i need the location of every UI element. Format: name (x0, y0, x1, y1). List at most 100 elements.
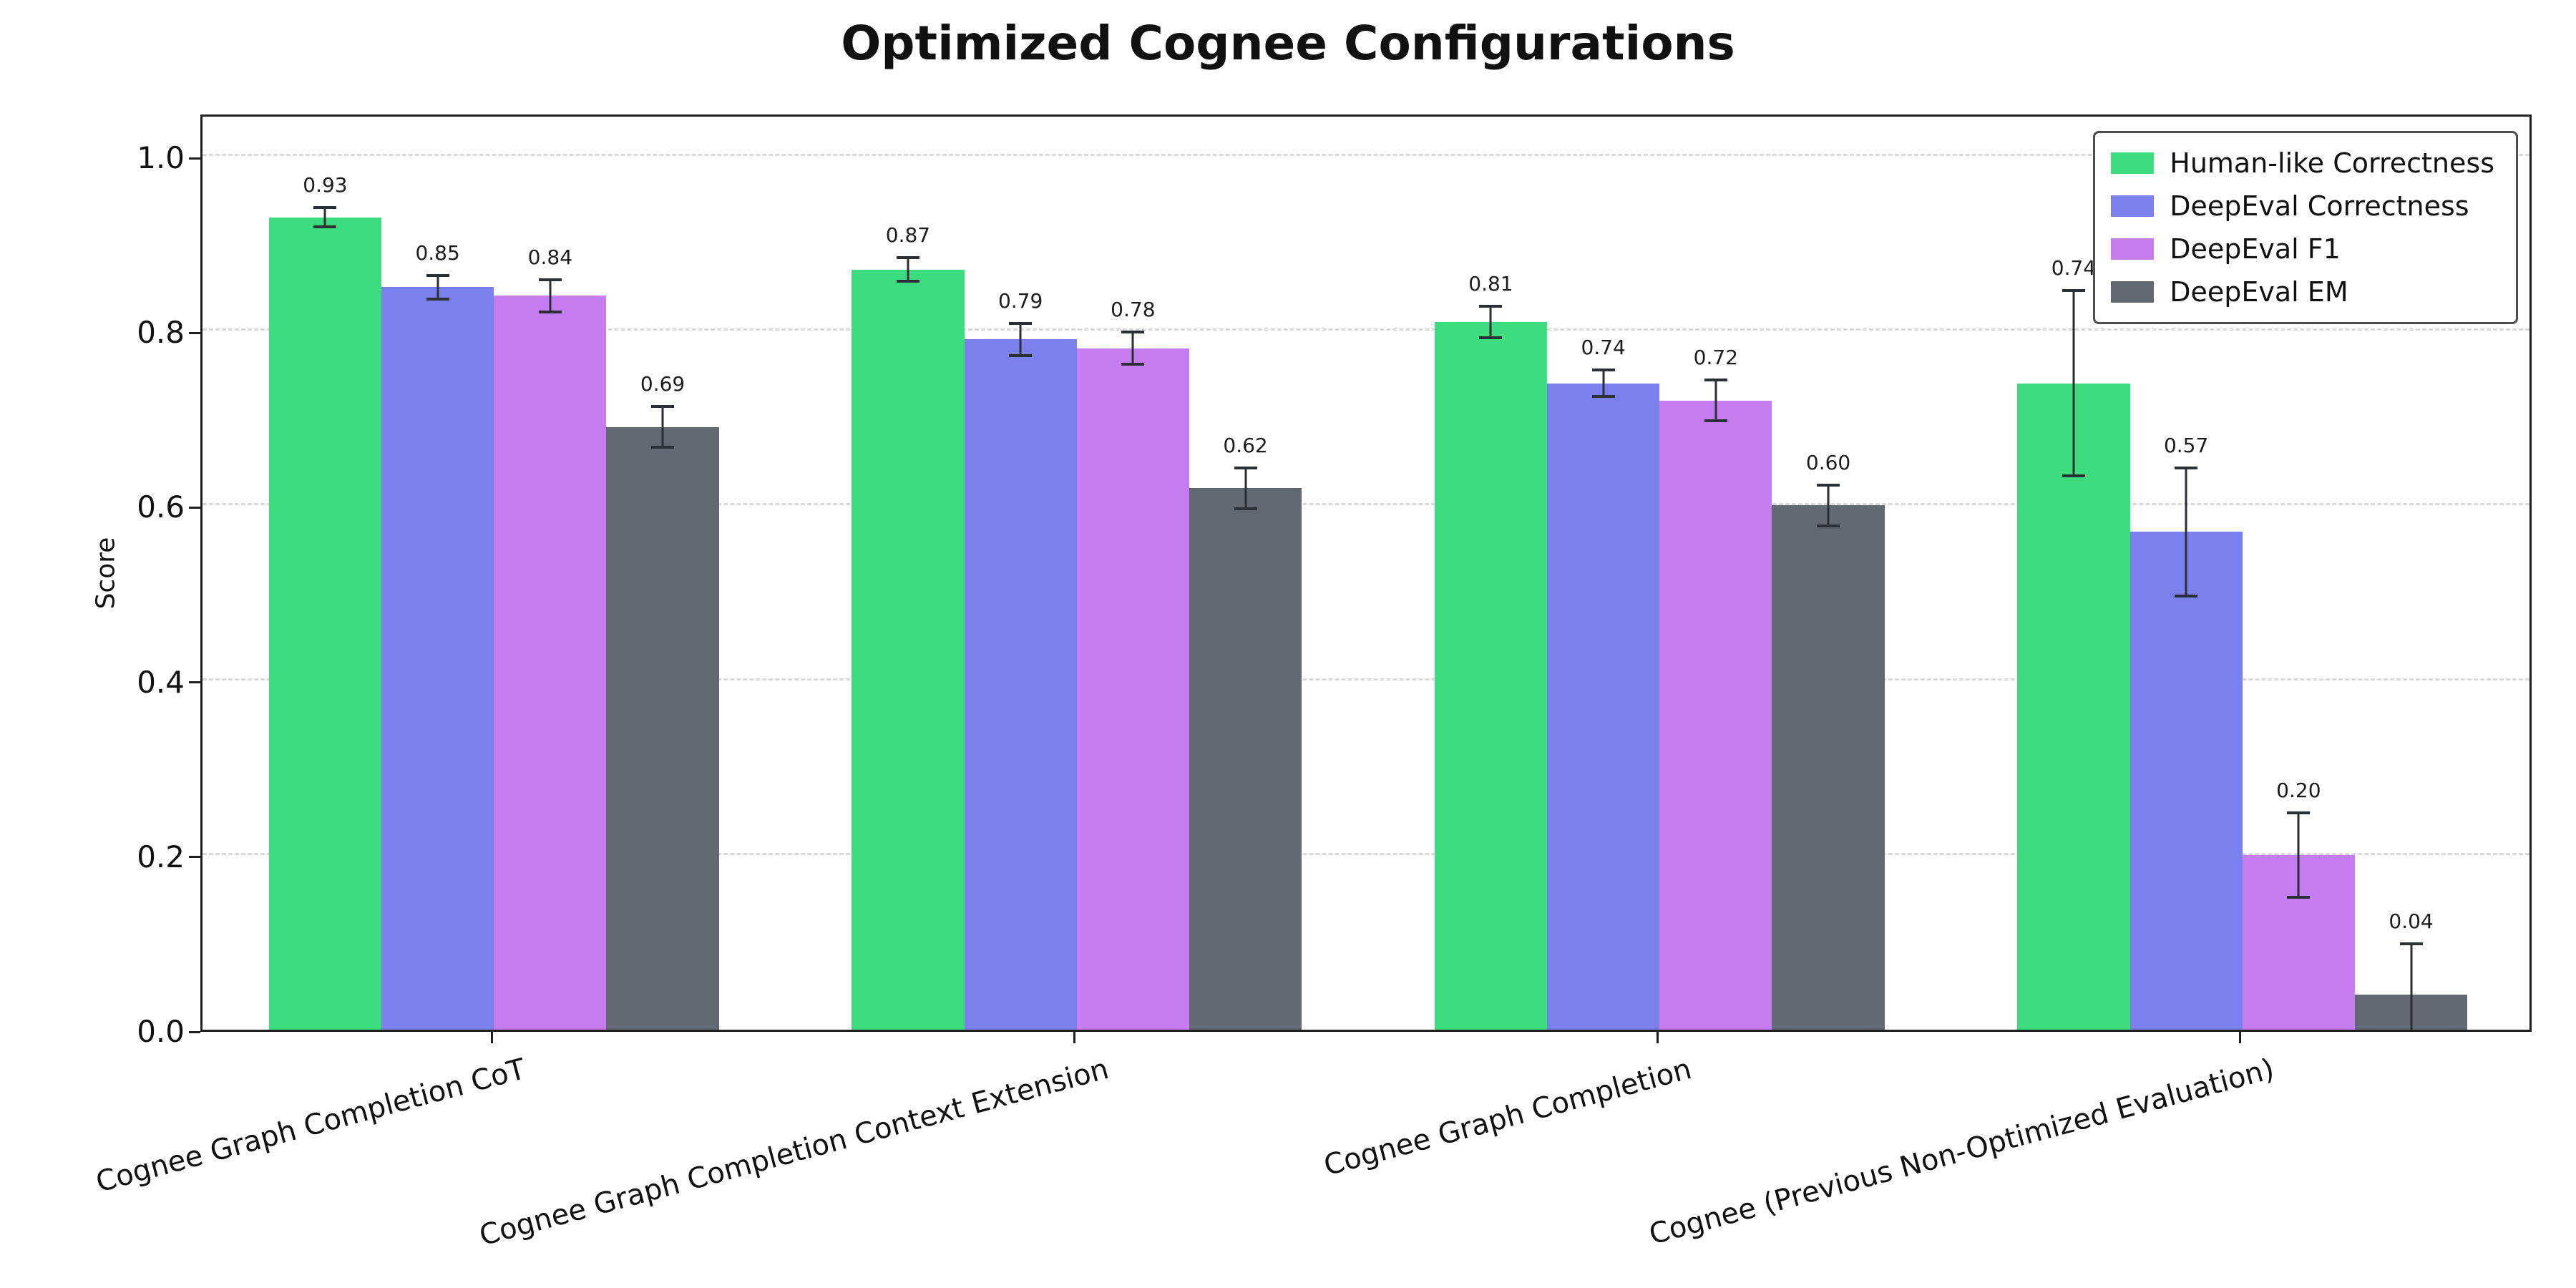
y-tick-mark (189, 506, 200, 509)
legend-item: Human-like Correctness (2111, 146, 2494, 180)
error-bar-cap-top (651, 405, 675, 409)
error-bar-cap-bottom (896, 280, 919, 283)
plot-inner: 0.93 0.85 0.84 0.69 0.87 0.79 0.78 0.62 0.81 0.74… (203, 117, 2529, 1030)
bar (2129, 532, 2243, 1030)
error-bar-cap-bottom (1591, 395, 1615, 399)
y-tick-mark (189, 856, 200, 859)
error-bar (1121, 331, 1145, 366)
bar (1547, 383, 1660, 1030)
error-bar-cap-bottom (313, 225, 337, 229)
x-tick-mark (2239, 1032, 2242, 1043)
error-bar-cap-top (1479, 304, 1503, 308)
error-bar-line (1019, 322, 1022, 357)
bar (606, 426, 719, 1030)
error-bar (1591, 368, 1615, 399)
error-bar (1009, 322, 1033, 357)
bar-value-label: 0.69 (640, 372, 686, 396)
error-bar-cap-top (2287, 811, 2311, 814)
error-bar-cap-bottom (1817, 524, 1840, 527)
gridline (203, 503, 2529, 506)
error-bar-line (661, 405, 664, 449)
bar (1772, 505, 1885, 1030)
error-bar-cap-top (1009, 322, 1033, 326)
error-bar-cap-top (313, 205, 337, 209)
bar-value-label: 0.84 (527, 245, 573, 269)
error-bar (1704, 379, 1727, 423)
y-axis-tick-label: 0.6 (137, 489, 185, 525)
error-bar (1234, 466, 1257, 510)
error-bar (426, 273, 449, 301)
bar (1189, 488, 1302, 1030)
legend: Human-like Correctness DeepEval Correctne… (2093, 131, 2518, 324)
error-bar-line (2072, 288, 2075, 478)
x-axis-tick-label: Cognee Graph Completion Context Extensio… (475, 1052, 1112, 1253)
gridline (203, 678, 2529, 680)
error-bar-line (2297, 811, 2300, 899)
error-bar (313, 205, 337, 229)
error-bar-cap-bottom (1234, 507, 1257, 510)
legend-label: Human-like Correctness (2170, 147, 2494, 179)
bar-value-label: 0.74 (2051, 255, 2097, 280)
plot-area: 0.93 0.85 0.84 0.69 0.87 0.79 0.78 0.62 0.81 0.74… (200, 114, 2532, 1032)
error-bar (2287, 811, 2311, 899)
y-tick-mark (189, 1030, 200, 1033)
legend-label: DeepEval Correctness (2170, 190, 2469, 222)
error-bar-line (549, 278, 552, 313)
bar-value-label: 0.62 (1223, 433, 1268, 457)
error-bar-cap-top (1591, 368, 1615, 371)
error-bar (538, 278, 562, 313)
gridline (203, 328, 2529, 331)
error-bar-cap-top (2175, 466, 2198, 469)
error-bar-cap-bottom (426, 297, 449, 301)
error-bar-cap-top (2062, 288, 2085, 292)
error-bar-cap-bottom (2175, 594, 2198, 597)
legend-item: DeepEval F1 (2111, 232, 2494, 266)
x-axis-tick-label: Cognee Graph Completion (1319, 1052, 1695, 1183)
error-bar-cap-top (1704, 379, 1727, 382)
x-axis-tick-label: Cognee Graph Completion CoT (92, 1052, 530, 1199)
y-axis-tick-label: 1.0 (137, 140, 185, 176)
y-axis-label: Score (91, 537, 121, 610)
error-bar-cap-top (896, 256, 919, 260)
bar (381, 287, 494, 1030)
bar-value-label: 0.85 (415, 240, 460, 265)
chart-title: Optimized Cognee Configurations (841, 16, 1735, 71)
y-axis-tick-label: 0.0 (137, 1014, 185, 1049)
error-bar-line (436, 273, 439, 301)
error-bar-line (1131, 331, 1134, 366)
bar-value-label: 0.04 (2389, 909, 2434, 933)
error-bar-line (1244, 466, 1247, 510)
error-bar-line (1827, 483, 1830, 527)
error-bar-cap-bottom (651, 446, 675, 449)
gridline (203, 154, 2529, 157)
bar (2017, 383, 2130, 1030)
error-bar-cap-top (1121, 331, 1145, 334)
legend-swatch (2111, 152, 2155, 174)
y-tick-mark (189, 157, 200, 160)
error-bar-cap-top (1817, 483, 1840, 487)
error-bar-cap-top (426, 273, 449, 277)
error-bar (1817, 483, 1840, 527)
error-bar-cap-top (2399, 942, 2423, 945)
legend-label: DeepEval F1 (2170, 233, 2341, 265)
y-tick-mark (189, 681, 200, 684)
error-bar-line (323, 205, 326, 229)
bar (1659, 400, 1772, 1030)
x-tick-mark (1656, 1032, 1659, 1043)
bar (852, 269, 965, 1030)
error-bar-cap-bottom (538, 310, 562, 313)
bar (1076, 348, 1189, 1030)
error-bar (1479, 304, 1503, 340)
error-bar-cap-top (1234, 466, 1257, 469)
legend-item: DeepEval EM (2111, 275, 2494, 309)
bar (1434, 322, 1548, 1030)
x-axis-tick-label: Cognee (Previous Non-Optimized Evaluatio… (1645, 1052, 2278, 1252)
legend-label: DeepEval EM (2170, 276, 2348, 308)
error-bar (896, 256, 919, 283)
bar (494, 296, 607, 1030)
error-bar-line (2410, 942, 2413, 1030)
y-axis-tick-label: 0.2 (137, 839, 185, 874)
error-bar-cap-bottom (1121, 363, 1145, 366)
error-bar-cap-bottom (1479, 336, 1503, 340)
x-tick-mark (1073, 1032, 1076, 1043)
